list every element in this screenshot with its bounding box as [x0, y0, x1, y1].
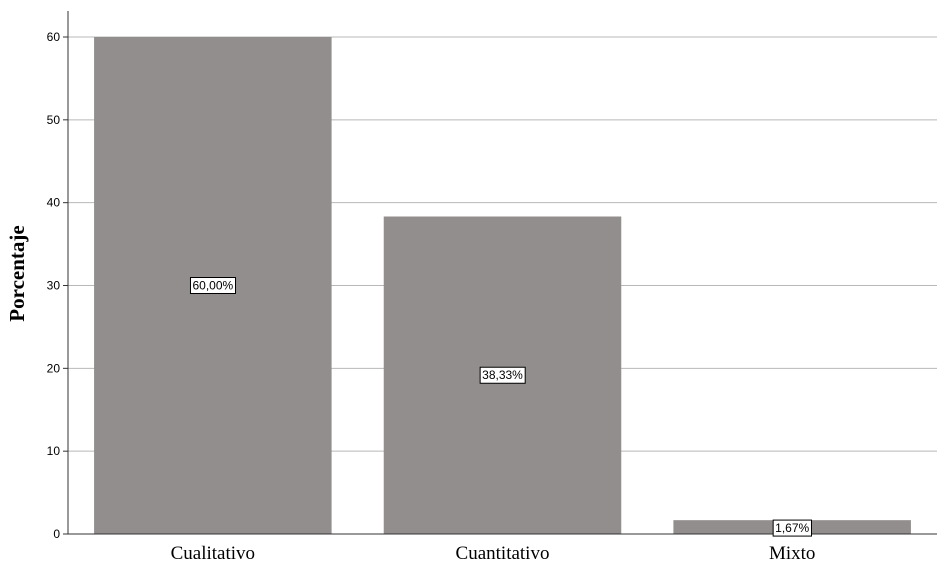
data-label-text: 1,67%: [775, 521, 809, 535]
x-category-labels: Cualitativo Cuantitativo Mixto: [171, 543, 816, 563]
data-label: 60,00%: [190, 278, 235, 294]
data-label-text: 60,00%: [192, 279, 233, 293]
y-tick-label: 60: [47, 30, 61, 44]
data-label: 38,33%: [480, 367, 525, 383]
y-tick-label: 20: [47, 361, 61, 375]
x-category-label: Cuantitativo: [456, 543, 550, 563]
x-category-label: Mixto: [769, 543, 815, 563]
data-label: 1,67%: [773, 520, 811, 536]
y-tick-label: 0: [53, 527, 60, 541]
y-tick-label: 10: [47, 444, 61, 458]
y-axis-title: Porcentaje: [5, 225, 29, 321]
y-tick-labels: 0 10 20 30 40 50 60: [47, 30, 61, 541]
y-tick-label: 40: [47, 196, 61, 210]
x-category-label: Cualitativo: [171, 543, 255, 563]
data-label-text: 38,33%: [482, 368, 523, 382]
y-tick-label: 30: [47, 279, 61, 293]
y-tick-label: 50: [47, 113, 61, 127]
